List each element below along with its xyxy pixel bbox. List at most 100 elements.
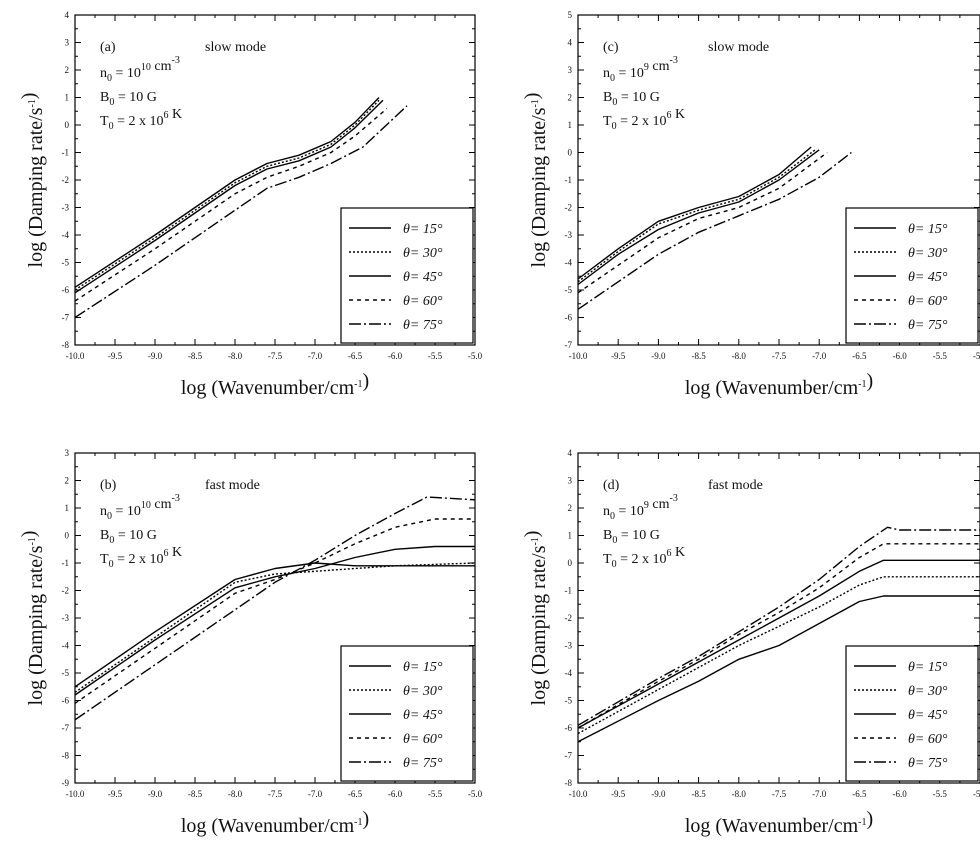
param-text: B0 = 10 G bbox=[100, 528, 157, 546]
series-line bbox=[74, 496, 476, 721]
y-tick-label: 0 bbox=[65, 531, 70, 541]
y-tick-label: -3 bbox=[565, 230, 573, 240]
y-tick-label: 1 bbox=[568, 120, 573, 130]
y-tick-label: -4 bbox=[565, 668, 573, 678]
x-tick-label: -9.0 bbox=[148, 351, 163, 361]
x-tick-label: -6.5 bbox=[348, 789, 363, 799]
y-tick-label: 5 bbox=[568, 10, 573, 20]
x-axis-label: log (Wavenumber/cm-1) bbox=[685, 370, 873, 399]
series-line bbox=[74, 545, 475, 696]
y-tick-label: 1 bbox=[65, 503, 70, 513]
y-tick-label: -3 bbox=[62, 203, 70, 213]
param-text: T0 = 2 x 106 K bbox=[100, 545, 182, 570]
x-tick-label: -8.0 bbox=[732, 789, 747, 799]
x-tick-label: -5.5 bbox=[933, 789, 948, 799]
mode-label: fast mode bbox=[205, 478, 260, 493]
legend-label: θ= 30° bbox=[908, 246, 948, 261]
x-tick-label: -5.0 bbox=[468, 351, 483, 361]
x-tick-label: -6.0 bbox=[892, 351, 907, 361]
series-line bbox=[577, 149, 816, 283]
panel-b: -10.0 -9.5 -9.0 -8.5 -8.0 -7.5 -7.0 -6.5 -6.0 -5.… bbox=[18, 448, 483, 837]
panel-c: -10.0 -9.5 -9.0 -8.5 -8.0 -7.5 -7.0 -6.5 -6.0 -5.… bbox=[521, 10, 980, 399]
x-tick-label: -6.5 bbox=[852, 789, 867, 799]
x-tick-label: -7.0 bbox=[308, 789, 323, 799]
param-text: n0 = 1010 cm-3 bbox=[100, 493, 180, 522]
x-tick-label: -7.0 bbox=[812, 789, 827, 799]
legend-label: θ= 60° bbox=[403, 732, 443, 747]
series-line bbox=[74, 518, 475, 704]
y-tick-label: -2 bbox=[565, 613, 573, 623]
y-tick-label: -8 bbox=[565, 778, 573, 788]
y-axis-label: log (Damping rate/s-1) bbox=[18, 93, 47, 268]
panel-letter: (a) bbox=[100, 40, 116, 55]
y-tick-label: -7 bbox=[565, 751, 573, 761]
legend-label: θ= 30° bbox=[403, 246, 443, 261]
panel-letter: (b) bbox=[100, 478, 117, 493]
y-tick-label: -1 bbox=[62, 558, 70, 568]
y-tick-label: -6 bbox=[62, 696, 70, 706]
x-tick-label: -5.5 bbox=[428, 351, 443, 361]
x-tick-label: -7.5 bbox=[268, 351, 283, 361]
legend-label: θ= 75° bbox=[403, 756, 443, 771]
series-line bbox=[577, 149, 820, 286]
y-tick-label: -8 bbox=[62, 340, 70, 350]
y-tick-label: -7 bbox=[565, 340, 573, 350]
param-text: T0 = 2 x 106 K bbox=[603, 107, 685, 132]
panel-letter: (c) bbox=[603, 40, 619, 55]
y-tick-label: -4 bbox=[62, 230, 70, 240]
series-line bbox=[577, 151, 828, 294]
y-tick-label: 3 bbox=[65, 448, 70, 458]
x-tick-label: -9.0 bbox=[148, 789, 163, 799]
x-tick-label: -9.5 bbox=[108, 351, 123, 361]
y-tick-label: 0 bbox=[65, 120, 70, 130]
legend-label: θ= 45° bbox=[908, 270, 948, 285]
x-tick-label: -7.0 bbox=[812, 351, 827, 361]
x-tick-label: -9.0 bbox=[651, 351, 666, 361]
y-tick-label: -4 bbox=[62, 641, 70, 651]
panel-letter: (d) bbox=[603, 478, 620, 493]
y-tick-label: 3 bbox=[65, 38, 70, 48]
y-tick-label: -6 bbox=[565, 313, 573, 323]
x-tick-label: -9.0 bbox=[651, 789, 666, 799]
legend-label: θ= 45° bbox=[403, 270, 443, 285]
y-tick-label: 0 bbox=[568, 558, 573, 568]
y-tick-label: -8 bbox=[62, 751, 70, 761]
series-line bbox=[577, 543, 980, 729]
y-axis-label: log (Damping rate/s-1) bbox=[18, 531, 47, 706]
y-tick-label: -5 bbox=[565, 696, 573, 706]
legend: θ= 15° θ= 30° θ= 45° θ= 60° θ= 75° bbox=[340, 645, 474, 782]
x-tick-label: -6.5 bbox=[852, 351, 867, 361]
series-line bbox=[577, 151, 852, 310]
legend-label: θ= 75° bbox=[908, 318, 948, 333]
y-tick-label: 4 bbox=[568, 38, 573, 48]
x-tick-label: -6.0 bbox=[388, 351, 403, 361]
legend-label: θ= 15° bbox=[403, 222, 443, 237]
legend-label: θ= 15° bbox=[403, 660, 443, 675]
y-tick-label: -3 bbox=[565, 641, 573, 651]
legend-label: θ= 60° bbox=[908, 732, 948, 747]
legend: θ= 15° θ= 30° θ= 45° θ= 60° θ= 75° bbox=[845, 645, 979, 782]
y-tick-label: -1 bbox=[565, 586, 573, 596]
legend-label: θ= 45° bbox=[403, 708, 443, 723]
legend-label: θ= 75° bbox=[908, 756, 948, 771]
x-tick-label: -6.0 bbox=[388, 789, 403, 799]
x-tick-label: -8.5 bbox=[188, 789, 203, 799]
y-tick-label: -6 bbox=[565, 723, 573, 733]
y-tick-label: -7 bbox=[62, 313, 70, 323]
x-tick-label: -10.0 bbox=[569, 789, 588, 799]
x-axis-label: log (Wavenumber/cm-1) bbox=[181, 808, 369, 837]
legend: θ= 15° θ= 30° θ= 45° θ= 60° θ= 75° bbox=[340, 207, 474, 344]
y-tick-label: -2 bbox=[565, 203, 573, 213]
series-line bbox=[74, 105, 408, 319]
y-tick-label: -5 bbox=[62, 258, 70, 268]
param-text: n0 = 109 cm-3 bbox=[603, 55, 678, 84]
y-axis-label: log (Damping rate/s-1) bbox=[521, 531, 550, 706]
x-tick-label: -8.0 bbox=[228, 351, 243, 361]
legend-label: θ= 60° bbox=[908, 294, 948, 309]
x-tick-label: -5.0 bbox=[973, 351, 980, 361]
x-tick-label: -7.0 bbox=[308, 351, 323, 361]
y-tick-label: -1 bbox=[565, 175, 573, 185]
legend-label: θ= 15° bbox=[908, 222, 948, 237]
legend-label: θ= 30° bbox=[908, 684, 948, 699]
y-tick-label: -2 bbox=[62, 175, 70, 185]
